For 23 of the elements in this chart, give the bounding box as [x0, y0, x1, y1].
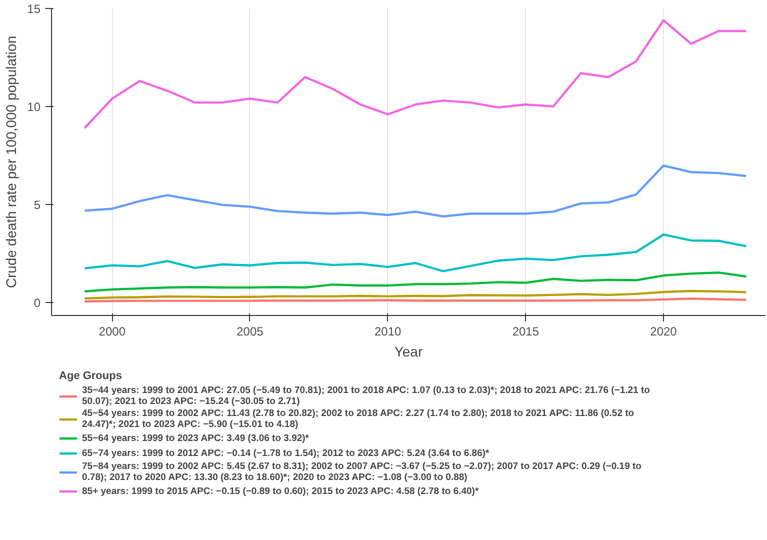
y-tick-label: 5: [34, 198, 41, 212]
line-series: [83, 19, 748, 130]
legend-label: 85+ years: 1999 to 2015 APC: −0.15 (−0.89 to 0.60); 2015 to 2023 APC: 4.58 (2.78 to 6.40)*: [82, 485, 479, 497]
legend-label: 55−64 years: 1999 to 2023 APC: 3.49 (3.06 to 3.92)*: [82, 432, 309, 444]
x-axis-title: Year: [394, 344, 423, 360]
y-tick-label: 10: [27, 100, 41, 114]
y-tick-label: 0: [34, 296, 41, 310]
legend-label: 65−74 years: 1999 to 2012 APC: −0.14 (−1.78 to 1.54); 2012 to 2023 APC: 5.24 (3.64 to 6.86)*: [82, 447, 490, 459]
line-series: [83, 233, 748, 272]
legend-label: 75−84 years: 1999 to 2002 APC: 5.45 (2.67 to 8.31); 2002 to 2007 APC: −3.67 (−5.25 to −2.07); 2007 to 2017 APC: 0.29 (−0.19 to 0.78); 2017 to 2020 APC: 13.30 (8.23 to 18.60)*; 2020 to 2023 APC: −1.08 (−3.00 to 0.88): [82, 461, 642, 483]
y-axis-title: Crude death rate per 100,000 population: [3, 36, 20, 288]
y-tick-label: 15: [27, 2, 41, 16]
x-tick-label: 2010: [374, 324, 402, 338]
line-series: [83, 164, 748, 218]
legend-title: Age Groups: [59, 370, 123, 382]
legend-label: 35−44 years: 1999 to 2001 APC: 27.05 (−5.49 to 70.81); 2001 to 2018 APC: 1.07 (0.13 to 2.03)*; 2018 to 2021 APC: 21.76 (−1.21 to 50.07); 2021 to 2023 APC: −15.24 (−30.05 to 2.71): [82, 385, 650, 407]
x-tick-label: 2005: [236, 324, 264, 338]
x-tick-label: 2020: [650, 324, 678, 338]
x-tick-label: 2000: [98, 324, 126, 338]
line-series: [83, 290, 748, 300]
legend-label: 45−54 years: 1999 to 2002 APC: 11.43 (2.78 to 20.82); 2002 to 2018 APC: 2.27 (1.74 to 2.80); 2018 to 2021 APC: 11.86 (0.52 to 24.47)*; 2021 to 2023 APC: −5.90 (−15.01 to 4.18): [82, 408, 634, 430]
x-tick-label: 2015: [512, 324, 540, 338]
line-series: [83, 271, 748, 292]
